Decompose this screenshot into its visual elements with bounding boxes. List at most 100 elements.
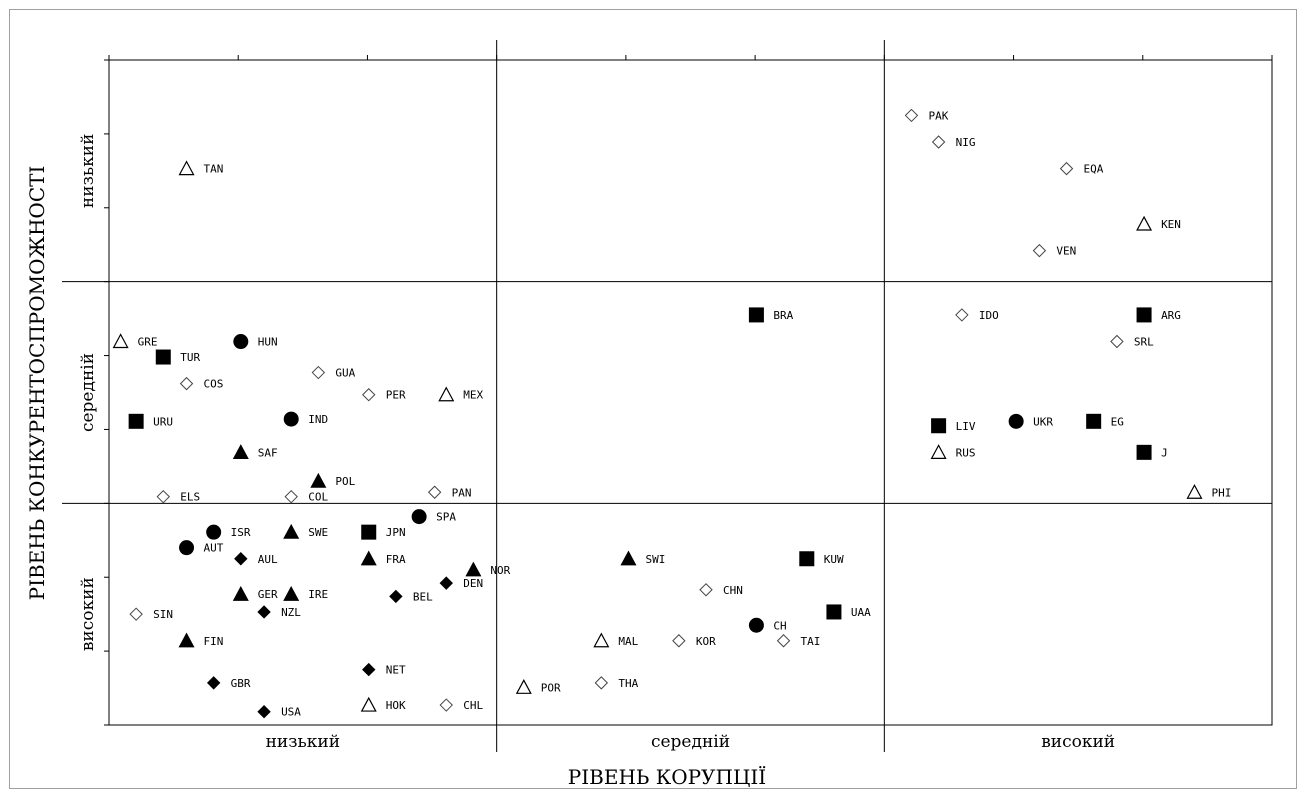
- triangle-marker: [283, 585, 300, 601]
- points-layer: [112, 108, 1203, 719]
- triangle-marker: [232, 444, 249, 459]
- point-label: NZL: [281, 606, 301, 619]
- labels-layer: низький середній високий високий середній низ…: [78, 109, 1231, 752]
- triangle-marker: [283, 523, 300, 539]
- circle-marker: [748, 617, 764, 633]
- point-label: HOK: [386, 699, 406, 712]
- triangle-marker: [930, 444, 947, 459]
- diamond-marker: [672, 634, 686, 648]
- point-label: GBR: [231, 677, 251, 690]
- point-label: AUT: [204, 542, 224, 555]
- diamond-marker: [427, 485, 442, 499]
- diamond-marker: [931, 135, 946, 149]
- point-label: ARG: [1161, 309, 1181, 322]
- square-marker: [748, 307, 764, 323]
- triangle-marker: [360, 550, 377, 566]
- point-label: AUL: [258, 553, 278, 566]
- point-label: POL: [335, 475, 355, 488]
- grid-layer: [62, 40, 1273, 752]
- point-label: BEL: [413, 590, 433, 603]
- point-label: FIN: [204, 635, 224, 648]
- point-label: TAI: [801, 635, 821, 648]
- y-axis-title: РІВЕНЬ КОНКУРЕНТОСПРОМОЖНОСТІ: [25, 166, 49, 601]
- diamond-marker: [156, 489, 170, 504]
- square-marker: [361, 524, 377, 540]
- circle-marker: [283, 411, 299, 427]
- plot-border: [108, 59, 1273, 726]
- diamond-marker: [129, 607, 143, 621]
- diamond-marker: [257, 605, 271, 619]
- point-label: NOR: [490, 564, 510, 577]
- circle-marker: [233, 334, 249, 350]
- point-label: URU: [153, 415, 173, 428]
- diamond-marker: [439, 576, 453, 590]
- circle-marker: [1008, 413, 1024, 429]
- x-axis-title: РІВЕНЬ КОРУПЦІЇ: [568, 765, 766, 789]
- triangle-marker: [593, 632, 610, 648]
- point-label: TUR: [180, 351, 200, 364]
- square-marker: [826, 604, 842, 620]
- square-marker: [1136, 444, 1152, 460]
- point-label: GUA: [335, 367, 355, 380]
- diamond-marker: [389, 589, 403, 604]
- point-label: PHI: [1211, 486, 1231, 499]
- triangle-marker: [178, 160, 195, 176]
- x-category-label: низький: [266, 732, 340, 752]
- square-marker: [1086, 413, 1102, 429]
- diamond-marker: [362, 662, 376, 677]
- triangle-marker: [620, 550, 637, 566]
- point-label: UKR: [1033, 415, 1053, 428]
- diamond-marker: [311, 365, 326, 380]
- diamond-marker: [955, 308, 969, 322]
- diamond-marker: [257, 704, 271, 719]
- point-label: J: [1161, 446, 1168, 459]
- point-label: IRE: [308, 588, 328, 601]
- triangle-marker: [438, 386, 455, 402]
- point-label: EG: [1111, 415, 1124, 428]
- point-label: SIN: [153, 608, 173, 621]
- chart-frame: [9, 9, 1297, 789]
- diamond-marker: [206, 676, 221, 690]
- point-label: KEN: [1161, 218, 1181, 231]
- y-category-label: середній: [78, 353, 98, 432]
- point-label: SRL: [1134, 336, 1154, 349]
- point-label: KOR: [696, 635, 716, 648]
- point-label: SPA: [436, 511, 456, 524]
- point-label: IDO: [979, 309, 999, 322]
- point-label: NET: [386, 664, 406, 677]
- triangle-marker: [465, 561, 482, 577]
- square-marker: [931, 418, 947, 434]
- point-label: SWI: [645, 553, 665, 566]
- diamond-marker: [904, 108, 919, 123]
- point-label: UAA: [851, 606, 871, 619]
- point-label: ELS: [180, 491, 200, 504]
- triangle-marker: [232, 585, 249, 601]
- point-label: HUN: [258, 336, 278, 349]
- point-label: FRA: [386, 553, 406, 566]
- circle-marker: [411, 509, 427, 525]
- x-category-label: високий: [1041, 732, 1115, 752]
- point-label: THA: [618, 677, 638, 690]
- point-label: NIG: [956, 136, 976, 149]
- diamond-marker: [179, 376, 194, 391]
- triangle-marker: [310, 472, 327, 488]
- diamond-marker: [1032, 243, 1047, 258]
- circle-marker: [179, 540, 195, 556]
- point-label: SAF: [258, 446, 278, 459]
- square-marker: [799, 551, 815, 567]
- point-label: POR: [541, 681, 561, 694]
- point-label: TAN: [204, 163, 224, 176]
- diamond-marker: [594, 676, 609, 690]
- diamond-marker: [362, 388, 376, 402]
- point-label: PER: [386, 389, 406, 402]
- point-label: COS: [204, 378, 224, 391]
- point-label: GRE: [138, 336, 158, 349]
- square-marker: [128, 413, 144, 429]
- point-label: JPN: [386, 526, 406, 539]
- point-label: VEN: [1056, 245, 1076, 258]
- point-label: SWE: [308, 526, 328, 539]
- point-label: COL: [308, 491, 328, 504]
- point-label: ISR: [231, 526, 251, 539]
- point-label: EQA: [1084, 163, 1104, 176]
